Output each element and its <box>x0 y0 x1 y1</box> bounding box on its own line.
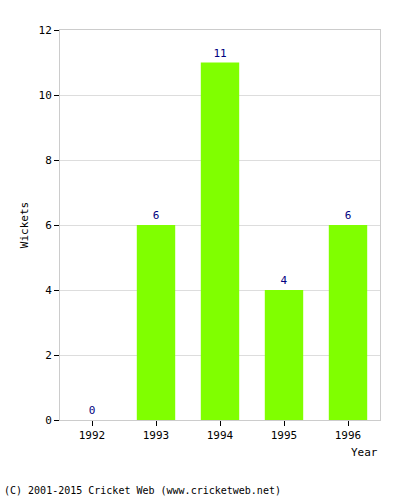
svg-text:6: 6 <box>345 209 352 222</box>
svg-text:2: 2 <box>45 349 52 362</box>
svg-text:8: 8 <box>45 154 52 167</box>
svg-text:Year: Year <box>351 446 378 459</box>
svg-text:1993: 1993 <box>143 429 170 442</box>
svg-text:(C) 2001-2015 Cricket Web (www: (C) 2001-2015 Cricket Web (www.cricketwe… <box>4 485 281 496</box>
svg-text:6: 6 <box>45 219 52 232</box>
svg-text:4: 4 <box>281 274 288 287</box>
svg-text:1992: 1992 <box>79 429 106 442</box>
svg-text:1994: 1994 <box>207 429 234 442</box>
svg-text:0: 0 <box>45 414 52 427</box>
svg-text:4: 4 <box>45 284 52 297</box>
svg-text:Wickets: Wickets <box>18 202 31 248</box>
svg-text:12: 12 <box>39 24 52 37</box>
svg-text:0: 0 <box>89 404 96 417</box>
svg-text:1995: 1995 <box>271 429 298 442</box>
svg-text:1996: 1996 <box>335 429 362 442</box>
svg-text:10: 10 <box>39 89 52 102</box>
svg-text:11: 11 <box>213 47 226 60</box>
svg-text:6: 6 <box>153 209 160 222</box>
